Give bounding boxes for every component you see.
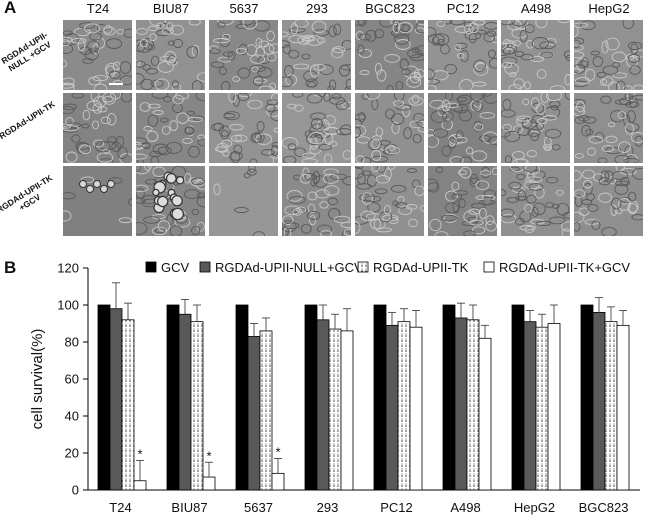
significance-marker: * [206,448,211,463]
bar [373,304,387,491]
micrograph-column-label: BIU87 [152,1,190,16]
micrograph-column-label: BGC823 [365,1,415,16]
x-tick-label: HepG2 [514,500,555,515]
bar [316,319,330,491]
bar [454,317,468,491]
micrograph-image [428,93,497,163]
bar [304,304,318,491]
micrograph-row-label: RGDAd-UPII-NULL +GCV [0,29,53,74]
bar [190,321,204,491]
legend-swatch [483,261,495,273]
legend-swatch [145,261,157,273]
bar [97,304,111,491]
x-tick-label: PC12 [380,500,413,515]
y-axis-label: cell survival(%) [29,329,46,430]
micrograph-image [209,166,278,236]
micrograph-column-label: A498 [520,1,552,16]
bar [247,336,261,491]
micrograph-image [428,166,497,236]
bar [328,328,342,491]
y-tick-label: 0 [72,483,79,498]
micrograph-image [63,20,132,90]
bar [340,330,354,491]
bar [616,324,630,491]
micrograph-column-label: 293 [306,1,328,16]
bar [202,476,216,491]
bar [580,304,594,491]
cell-survival-chart: 0 20 40 60 80 100 120 cell survival(%) * T24 * BIU8… [29,260,640,515]
bar [121,319,135,491]
micrograph-image [574,20,643,90]
x-tick-label: BGC823 [579,500,629,515]
micrograph-image [63,166,132,236]
bar [178,313,192,491]
micrograph-column-label: 5637 [229,1,259,16]
y-tick-label: 20 [65,446,79,461]
bar [592,312,606,491]
micrograph-image [136,166,205,236]
micrograph-image [282,93,351,163]
x-tick-label: 5637 [244,500,273,515]
micrograph-image [574,93,643,163]
micrograph-image [355,20,424,90]
bar [109,308,123,491]
bar [478,337,492,491]
micrograph-image [209,93,278,163]
micrograph-row-label: RGDAd-UPII-TK +GCV [0,172,55,215]
micrograph-image [136,93,205,163]
legend-label: RGDAd-UPII-TK+GCV [499,260,630,275]
x-tick-label: 293 [317,500,339,515]
bar [442,304,456,491]
micrograph-image [282,20,351,90]
legend-label: RGDAd-UPII-NULL+GCV [215,260,363,275]
bar [547,323,561,491]
x-tick-label: A498 [450,500,480,515]
x-tick-label: T24 [109,500,131,515]
panel-letter-a: A [4,0,17,17]
bar [409,326,423,491]
bar [604,321,618,491]
micrograph-image [501,93,570,163]
y-tick-label: 100 [57,298,79,313]
significance-marker: * [275,445,280,460]
micrograph-image [63,93,132,163]
bar [271,472,285,491]
legend-swatch [357,261,369,273]
bar [259,330,273,491]
y-tick-label: 60 [65,372,79,387]
micrograph-image [501,20,570,90]
bar [166,304,180,491]
micrograph-column-label: PC12 [446,1,480,16]
micrograph-image [501,166,570,236]
bar [466,319,480,491]
y-tick-label: 120 [57,261,79,276]
bar [511,304,525,491]
y-tick-label: 40 [65,409,79,424]
x-tick-label: BIU87 [171,500,207,515]
significance-marker: * [137,446,142,461]
y-tick-label: 80 [65,335,79,350]
micrograph-image [209,20,278,90]
micrograph-image [355,93,424,163]
micrograph-column-label: T24 [86,1,110,16]
micrograph-image [282,166,351,236]
legend-label: GCV [161,260,190,275]
bar [523,321,537,491]
bar [133,480,147,491]
bar [235,304,249,491]
bar [385,324,399,491]
micrograph-column-label: HepG2 [588,1,630,16]
micrograph-image [428,20,497,90]
bar [535,326,549,491]
legend-swatch [199,261,211,273]
micrograph-image [355,166,424,236]
micrograph-image [136,20,205,90]
micrograph-image [574,166,643,236]
legend-label: RGDAd-UPII-TK [373,260,469,275]
bar [397,321,411,491]
micrograph-row-label: RGDAd-UPII-TK [0,98,57,142]
panel-letter-b: B [4,258,17,277]
